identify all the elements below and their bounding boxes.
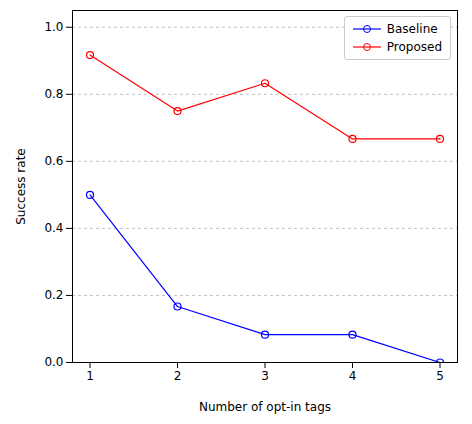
svg-text:1: 1 bbox=[86, 369, 94, 383]
svg-text:Success rate: Success rate bbox=[14, 148, 28, 225]
html-text:Baseline: Baseline bbox=[386, 22, 438, 36]
svg-text:0.6: 0.6 bbox=[44, 154, 63, 168]
svg-text:Number of opt-in tags: Number of opt-in tags bbox=[199, 400, 331, 414]
html-text:Proposed: Proposed bbox=[386, 40, 442, 54]
svg-text:2: 2 bbox=[174, 369, 182, 383]
svg-text:1.0: 1.0 bbox=[44, 20, 63, 34]
svg-text:0.0: 0.0 bbox=[44, 355, 63, 369]
svg-text:4: 4 bbox=[349, 369, 357, 383]
svg-text:0.8: 0.8 bbox=[44, 87, 63, 101]
svg-text:5: 5 bbox=[436, 369, 444, 383]
svg-text:0.4: 0.4 bbox=[44, 221, 63, 235]
svg-text:0.2: 0.2 bbox=[44, 288, 63, 302]
svg-text:3: 3 bbox=[261, 369, 269, 383]
